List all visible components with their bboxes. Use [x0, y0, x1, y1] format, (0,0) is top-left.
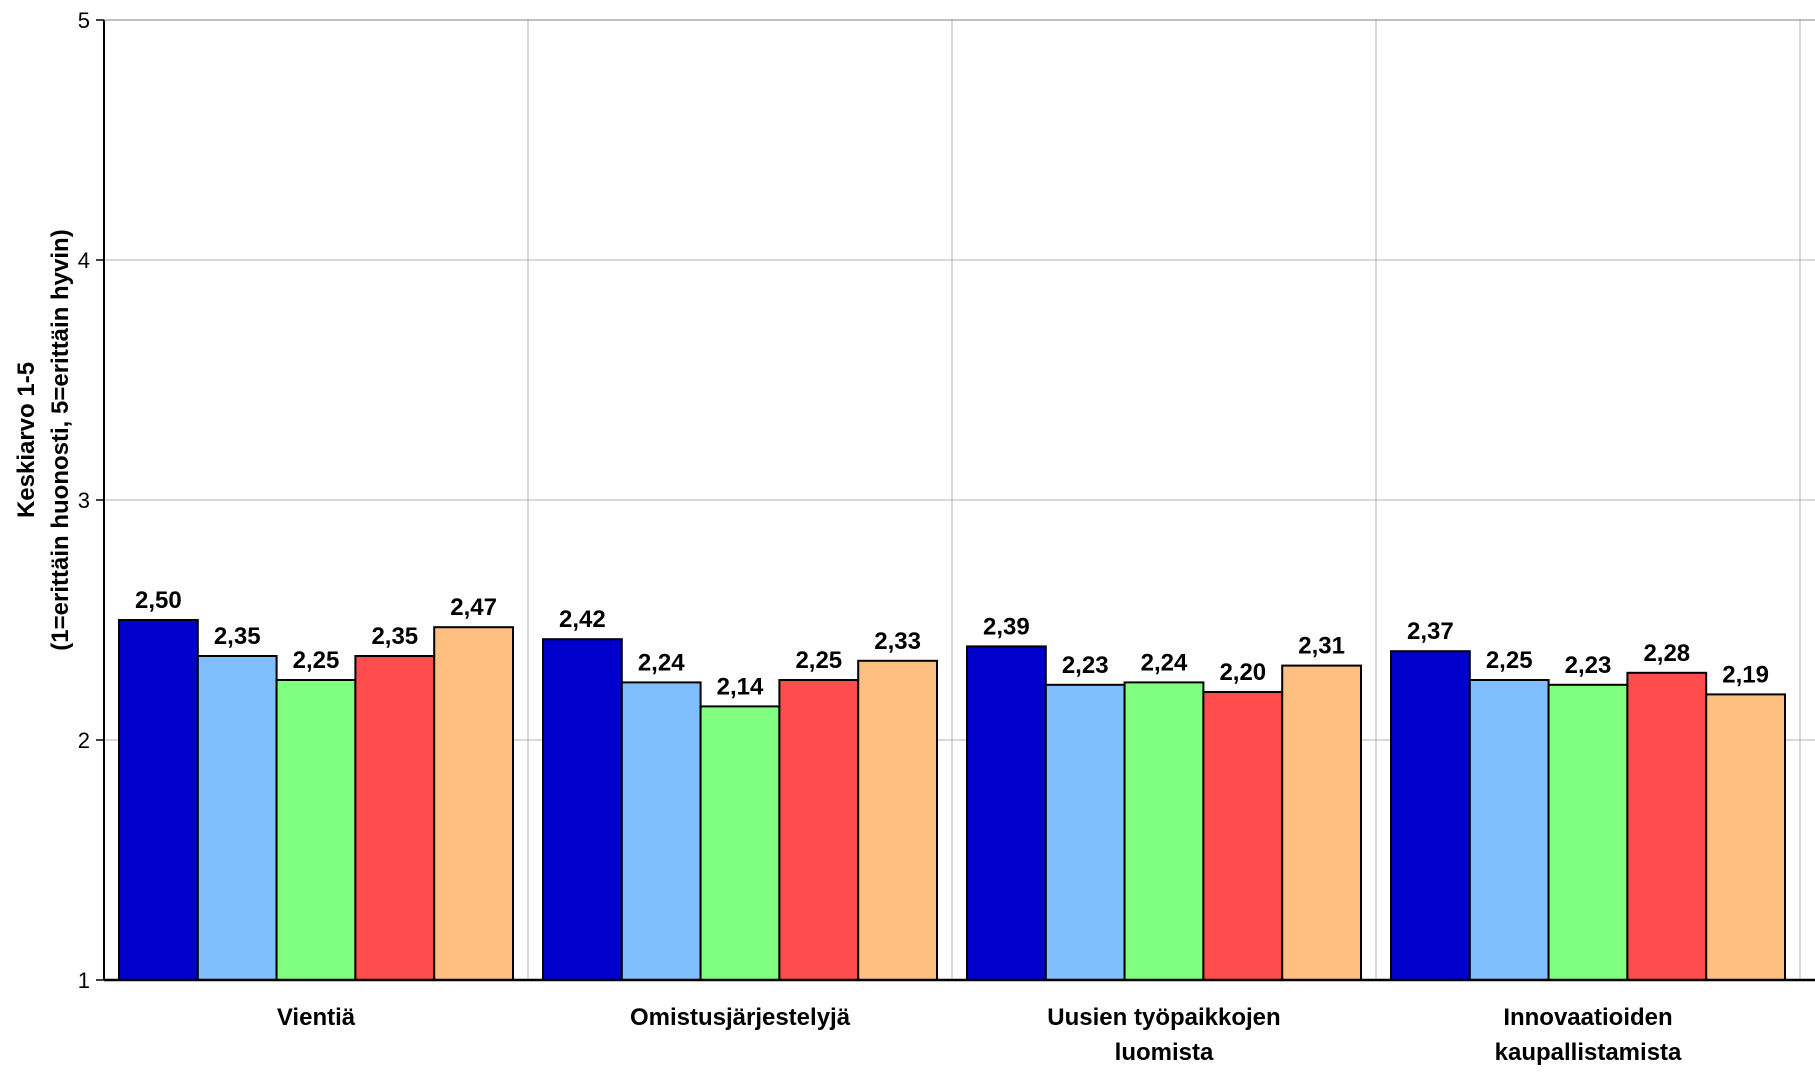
bar: [1705, 693, 1786, 982]
bar: [1626, 671, 1708, 981]
bar: [620, 681, 702, 982]
y-tick-label: 5: [78, 8, 90, 33]
bar: [433, 626, 515, 981]
data-label: 2,33: [874, 628, 921, 655]
data-label: 2,35: [214, 623, 261, 650]
data-label: 2,25: [293, 647, 340, 674]
y-axis-title: Keskiarvo 1-5 (1=erittäin huonosti, 5=eri…: [13, 229, 74, 650]
data-label: 2,35: [371, 623, 418, 650]
bar: [857, 659, 939, 981]
category-label: luomista: [1115, 1039, 1214, 1066]
bar: [1202, 691, 1284, 981]
data-label: 2,47: [450, 594, 497, 621]
category-label: Uusien työpaikkojen: [1047, 1004, 1280, 1031]
bar: [1281, 664, 1362, 981]
data-label: 2,24: [638, 649, 685, 676]
bar: [1123, 681, 1205, 982]
data-label: 2,23: [1565, 652, 1612, 679]
y-tick-label: 1: [78, 968, 90, 993]
bar: [542, 638, 623, 981]
y-axis-title-line: Keskiarvo 1-5: [13, 362, 40, 518]
bar: [196, 655, 278, 981]
y-tick-label: 3: [78, 488, 90, 513]
category-labels: Vientiä Omistusjärjestelyjä Uusien työpaik…: [277, 1004, 1682, 1066]
data-label: 2,50: [135, 587, 182, 614]
y-axis-title-line: (1=erittäin huonosti, 5=erittäin hyvin): [47, 229, 74, 650]
data-label: 2,14: [717, 673, 764, 700]
data-label: 2,28: [1643, 640, 1690, 667]
bar: [275, 679, 357, 981]
bar: [1547, 683, 1629, 981]
data-label: 2,19: [1722, 661, 1769, 688]
data-label: 2,25: [1486, 647, 1533, 674]
bar: [118, 619, 199, 981]
category-label: Omistusjärjestelyjä: [630, 1004, 851, 1031]
category-label: kaupallistamista: [1495, 1039, 1682, 1066]
data-label: 2,23: [1062, 652, 1109, 679]
data-label: 2,25: [795, 647, 842, 674]
bar: [966, 645, 1047, 982]
bars: [118, 619, 1786, 982]
data-labels: 2,50 2,42 2,39 2,37 2,35 2,24 2,23 2,25 2,25 2,14…: [135, 587, 1769, 700]
bar: [1390, 650, 1471, 981]
data-label: 2,39: [983, 613, 1030, 640]
data-label: 2,24: [1141, 649, 1188, 676]
bar: [1044, 683, 1126, 981]
category-label: Innovaatioiden: [1503, 1004, 1672, 1031]
data-label: 2,37: [1407, 618, 1454, 645]
data-label: 2,20: [1219, 659, 1266, 686]
data-label: 2,31: [1298, 633, 1345, 660]
category-label: Vientiä: [277, 1004, 356, 1031]
y-tick-label: 2: [78, 728, 90, 753]
bar: [699, 705, 781, 982]
y-tick-label: 4: [78, 248, 90, 273]
bar: [778, 679, 860, 981]
data-label: 2,42: [559, 606, 606, 633]
axes: 1 2 3 4 5: [78, 8, 1815, 993]
bar: [1468, 679, 1550, 981]
bar: [354, 655, 436, 981]
